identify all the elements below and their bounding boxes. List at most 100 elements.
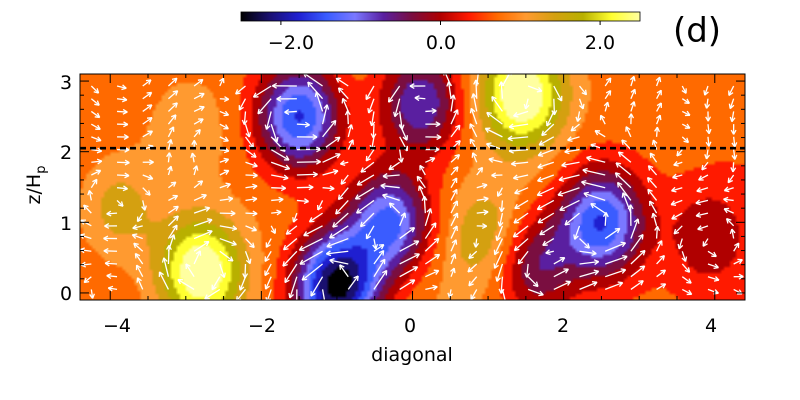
velocity-arrow-head — [190, 152, 193, 159]
velocity-arrow-head — [252, 172, 258, 177]
velocity-arrow-shaft — [509, 123, 529, 128]
velocity-arrow-head — [541, 133, 547, 137]
velocity-arrow-head — [630, 113, 635, 119]
velocity-arrow-head — [707, 116, 712, 122]
velocity-arrow-head — [235, 89, 239, 95]
velocity-arrow-shaft — [467, 263, 478, 273]
velocity-arrow-head — [241, 119, 245, 125]
velocity-arrow-shaft — [372, 124, 375, 139]
velocity-arrow-shaft — [91, 160, 102, 163]
velocity-arrow-head — [310, 293, 316, 297]
velocity-arrow-shaft — [625, 126, 632, 138]
velocity-arrow-head — [713, 266, 719, 270]
velocity-arrow-head — [252, 210, 258, 215]
velocity-arrow-head — [468, 283, 474, 287]
velocity-arrow-head — [251, 155, 257, 158]
velocity-arrow-head — [380, 244, 385, 250]
velocity-arrow-shaft — [705, 149, 709, 160]
velocity-arrow-shaft — [136, 264, 144, 277]
velocity-arrow-head — [282, 244, 286, 250]
velocity-arrow-head — [452, 212, 458, 217]
velocity-arrow-head — [567, 281, 572, 286]
velocity-arrow-head — [276, 136, 279, 143]
velocity-arrow-shaft — [630, 218, 639, 239]
velocity-arrow-shaft — [450, 267, 455, 277]
velocity-arrow-head — [671, 186, 676, 192]
velocity-arrow-shaft — [399, 253, 420, 265]
velocity-arrow-shaft — [500, 276, 504, 294]
velocity-arrow-head — [656, 89, 662, 94]
velocity-arrow-shaft — [514, 238, 529, 251]
velocity-arrow-head — [510, 160, 516, 165]
velocity-arrow-shaft — [132, 225, 143, 229]
velocity-arrow-shaft — [676, 149, 683, 157]
velocity-arrow-shaft — [244, 136, 254, 149]
velocity-arrow-head — [398, 124, 403, 130]
velocity-arrow-shaft — [219, 250, 234, 262]
velocity-arrow-head — [122, 99, 128, 103]
velocity-arrow-head — [605, 212, 609, 218]
velocity-arrow-head — [723, 198, 728, 203]
velocity-arrow-head — [641, 234, 644, 240]
velocity-arrow-shaft — [239, 276, 247, 291]
velocity-arrow-head — [299, 259, 304, 265]
velocity-arrow-head — [587, 243, 590, 249]
velocity-arrow-shaft — [476, 211, 489, 214]
velocity-arrow-shaft — [472, 93, 478, 112]
velocity-arrow-head — [175, 102, 178, 108]
velocity-arrow-head — [134, 253, 137, 259]
velocity-arrow-head — [451, 239, 457, 244]
velocity-arrow-shaft — [729, 98, 735, 109]
velocity-arrow-head — [335, 211, 341, 215]
velocity-arrow-shaft — [340, 174, 349, 185]
velocity-arrow-head — [486, 112, 490, 118]
velocity-arrow-head — [496, 277, 501, 282]
velocity-arrow-shaft — [630, 250, 646, 265]
velocity-arrow-head — [245, 259, 251, 265]
velocity-arrow-head — [211, 286, 217, 291]
velocity-arrow-shaft — [500, 81, 504, 99]
velocity-arrow-head — [96, 100, 100, 106]
velocity-arrow-shaft — [399, 227, 415, 240]
velocity-arrow-shaft — [475, 79, 478, 99]
velocity-arrow-shaft — [399, 266, 418, 278]
velocity-arrow-head — [206, 218, 213, 221]
velocity-arrow-head — [207, 229, 213, 232]
velocity-arrow-shaft — [303, 225, 323, 237]
velocity-arrow-head — [472, 93, 477, 98]
velocity-arrow-shaft — [732, 162, 735, 172]
velocity-arrow-shaft — [731, 111, 735, 122]
velocity-arrow-head — [686, 137, 690, 143]
velocity-arrow-head — [333, 170, 339, 175]
velocity-arrow-head — [285, 155, 290, 161]
velocity-arrow-shaft — [399, 111, 403, 130]
velocity-arrow-head — [170, 166, 173, 172]
velocity-arrow-head — [581, 181, 586, 186]
velocity-arrow-shaft — [546, 111, 555, 127]
velocity-arrow-shaft — [476, 184, 488, 189]
velocity-arrow-head — [583, 192, 588, 198]
velocity-arrow-head — [713, 251, 717, 257]
velocity-arrow-shaft — [469, 123, 478, 138]
velocity-arrow-head — [526, 272, 531, 278]
velocity-arrow-shaft — [647, 188, 658, 201]
velocity-arrow-head — [106, 210, 112, 215]
velocity-arrow-head — [176, 215, 179, 221]
velocity-arrow-head — [124, 172, 130, 177]
velocity-arrow-head — [334, 120, 337, 126]
velocity-arrow-head — [106, 275, 112, 280]
velocity-arrow-shaft — [142, 174, 153, 180]
velocity-arrow-head — [659, 77, 662, 83]
velocity-arrow-shaft — [733, 136, 736, 148]
velocity-arrow-head — [738, 273, 744, 278]
velocity-arrow-head — [251, 229, 257, 232]
velocity-arrow-head — [224, 158, 230, 164]
velocity-arrow-head — [123, 123, 129, 128]
velocity-arrow-head — [500, 207, 505, 213]
colorbar-tick-label-2: 2.0 — [585, 32, 615, 54]
velocity-arrow-head — [647, 176, 653, 180]
velocity-arrow-shaft — [219, 158, 229, 163]
velocity-arrow-head — [337, 194, 341, 200]
velocity-arrow-shaft — [570, 123, 580, 132]
velocity-arrow-head — [497, 221, 501, 227]
